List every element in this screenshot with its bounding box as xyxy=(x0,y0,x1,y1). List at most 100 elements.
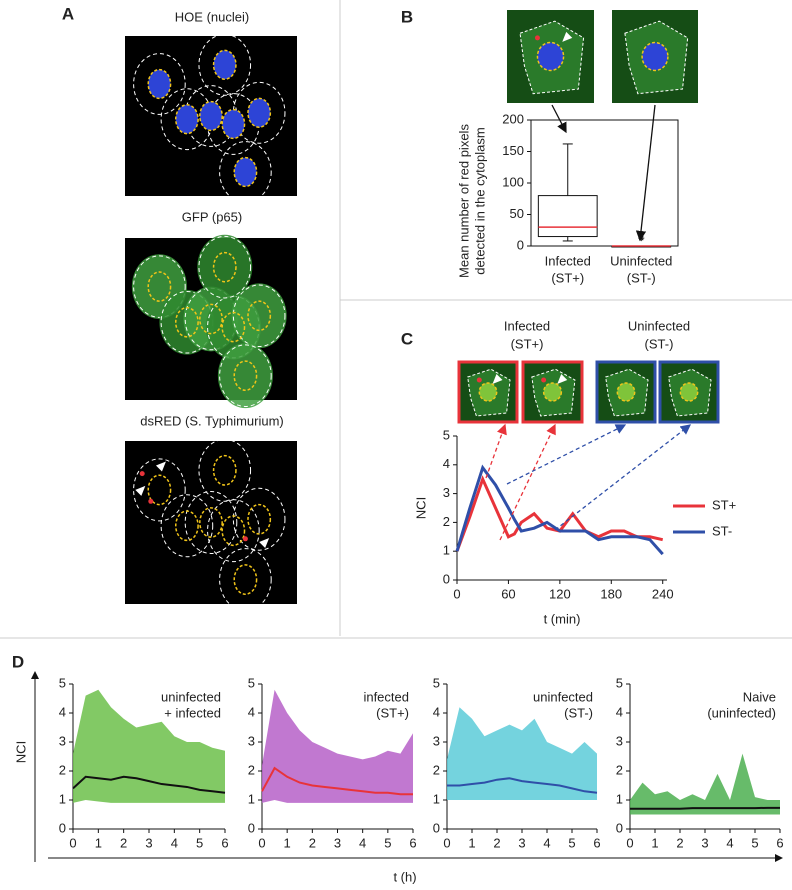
y-tick-label: 2 xyxy=(443,514,450,529)
x-tick-label: 5 xyxy=(568,835,575,850)
y-tick-label: 4 xyxy=(248,704,255,719)
nucleus xyxy=(641,41,669,72)
arrowhead xyxy=(259,538,270,549)
y-tick-label: 3 xyxy=(248,733,255,748)
annotation: Naive xyxy=(743,689,776,704)
annotation: (ST+) xyxy=(376,705,409,720)
annotation: uninfected xyxy=(533,689,593,704)
trace-band xyxy=(262,689,413,803)
x-tick-label: 2 xyxy=(120,835,127,850)
x-tick-label: 0 xyxy=(453,586,460,601)
nucleus xyxy=(542,382,563,402)
y-tick-label: 5 xyxy=(616,675,623,690)
trace-band xyxy=(447,707,597,800)
nucleus xyxy=(233,156,258,188)
nucleus xyxy=(212,49,237,80)
bacterium xyxy=(148,498,154,504)
nucleus xyxy=(199,100,223,132)
y-axis-label: detected in the cytoplasm xyxy=(472,127,487,274)
x-tick-label: 1 xyxy=(651,835,658,850)
x-tick-label: 180 xyxy=(600,586,622,601)
x-tick-label: 6 xyxy=(221,835,228,850)
series-line xyxy=(447,777,598,794)
nucleus xyxy=(233,564,258,595)
cell-outline xyxy=(219,344,272,407)
x-tick-label: 5 xyxy=(196,835,203,850)
legend-label: ST+ xyxy=(712,497,736,512)
bacterium xyxy=(242,536,248,542)
nucleus xyxy=(147,271,172,302)
x-tick-label: 3 xyxy=(701,835,708,850)
cell-outline xyxy=(184,491,238,554)
micrograph xyxy=(595,360,657,424)
panel-label: C xyxy=(401,329,413,348)
x-tick-label: 3 xyxy=(334,835,341,850)
trace-band xyxy=(630,753,780,815)
y-tick-label: 2 xyxy=(248,762,255,777)
micrograph xyxy=(125,438,297,612)
x-tick-label: 4 xyxy=(359,835,366,850)
cell-outline xyxy=(198,438,252,502)
cell-outline xyxy=(160,494,214,558)
axis-label: t (h) xyxy=(393,869,416,884)
y-tick-label: 5 xyxy=(443,427,450,442)
cell xyxy=(217,343,273,409)
y-tick-label: 4 xyxy=(616,704,623,719)
series-line xyxy=(630,806,780,810)
x-tick-label: (ST-) xyxy=(627,270,656,285)
nucleus xyxy=(174,104,199,135)
outlier xyxy=(638,235,645,242)
micrograph xyxy=(521,360,584,424)
nucleus xyxy=(221,108,246,140)
bacterium xyxy=(476,377,482,383)
x-tick-label: 1 xyxy=(284,835,291,850)
nucleus xyxy=(616,382,636,402)
annotation: + infected xyxy=(164,705,221,720)
panel-label: A xyxy=(62,4,74,23)
annotation: uninfected xyxy=(161,689,221,704)
x-tick-label: 5 xyxy=(751,835,758,850)
image-background xyxy=(125,441,297,604)
group-label: Infected xyxy=(504,318,550,333)
y-tick-label: 2 xyxy=(59,762,66,777)
nucleus xyxy=(147,68,172,100)
nucleus xyxy=(233,360,258,392)
panel-label: B xyxy=(401,7,413,26)
image-caption: dsRED (S. Typhimurium) xyxy=(140,413,284,428)
nucleus xyxy=(536,41,565,72)
x-tick-label: 240 xyxy=(652,586,674,601)
nucleus xyxy=(174,306,199,338)
y-tick-label: 1 xyxy=(248,791,255,806)
y-tick-label: 0 xyxy=(59,820,66,835)
link-arrow xyxy=(554,424,692,531)
x-tick-label: 2 xyxy=(676,835,683,850)
y-tick-label: 150 xyxy=(502,143,524,158)
bacterium xyxy=(139,471,145,477)
arrowhead xyxy=(557,374,568,384)
cell-outline xyxy=(198,33,252,96)
cell-outline xyxy=(232,81,286,144)
image-caption: GFP (p65) xyxy=(182,209,242,224)
y-tick-label: 4 xyxy=(433,704,440,719)
axis-label: NCI xyxy=(13,741,28,763)
nucleus xyxy=(247,503,272,535)
x-tick-label: 5 xyxy=(384,835,391,850)
cell-outline xyxy=(219,141,272,203)
y-tick-label: 200 xyxy=(502,111,524,126)
x-tick-label: 4 xyxy=(543,835,550,850)
nucleus xyxy=(478,382,498,402)
cell xyxy=(197,234,253,300)
nucleus xyxy=(247,97,272,128)
y-tick-label: 3 xyxy=(616,733,623,748)
nucleus xyxy=(174,510,199,542)
x-tick-label: 6 xyxy=(593,835,600,850)
cell-outline xyxy=(198,235,252,299)
trace-band xyxy=(73,689,225,803)
y-tick-label: 0 xyxy=(433,820,440,835)
cell-outline xyxy=(232,487,286,551)
group-label: (ST+) xyxy=(511,336,544,351)
annotation: infected xyxy=(363,689,409,704)
y-tick-label: 4 xyxy=(443,456,450,471)
arrowhead xyxy=(562,31,573,42)
